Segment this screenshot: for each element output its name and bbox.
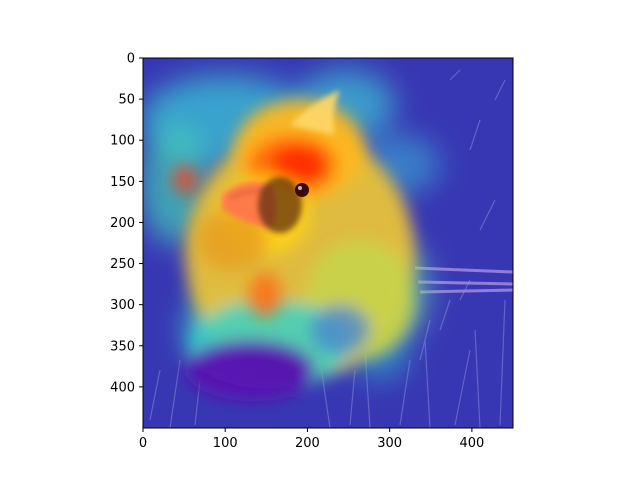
y-tick-label: 50 xyxy=(118,93,135,108)
plot-frame xyxy=(142,57,514,429)
x-tick-label: 200 xyxy=(295,436,320,451)
bird-mask xyxy=(258,177,302,233)
x-tick-label: 300 xyxy=(377,436,402,451)
y-tick-label: 100 xyxy=(110,134,135,149)
y-tick-label: 300 xyxy=(110,298,135,313)
bird-crest xyxy=(290,90,340,135)
x-tick-label: 0 xyxy=(139,436,147,451)
bird-eye xyxy=(295,183,309,197)
y-tick-label: 200 xyxy=(110,216,135,231)
y-axis: 0 50 100 150 200 250 300 350 400 xyxy=(110,52,143,395)
x-axis: 0 100 200 300 400 xyxy=(139,428,484,451)
heatmap-image xyxy=(143,58,513,428)
x-tick-label: 100 xyxy=(213,436,238,451)
y-tick-label: 350 xyxy=(110,339,135,354)
y-tick-label: 150 xyxy=(110,175,135,190)
y-tick-label: 250 xyxy=(110,257,135,272)
stick xyxy=(414,266,513,294)
y-tick-label: 400 xyxy=(110,380,135,395)
x-tick-label: 400 xyxy=(459,436,484,451)
y-tick-label: 0 xyxy=(127,52,135,67)
